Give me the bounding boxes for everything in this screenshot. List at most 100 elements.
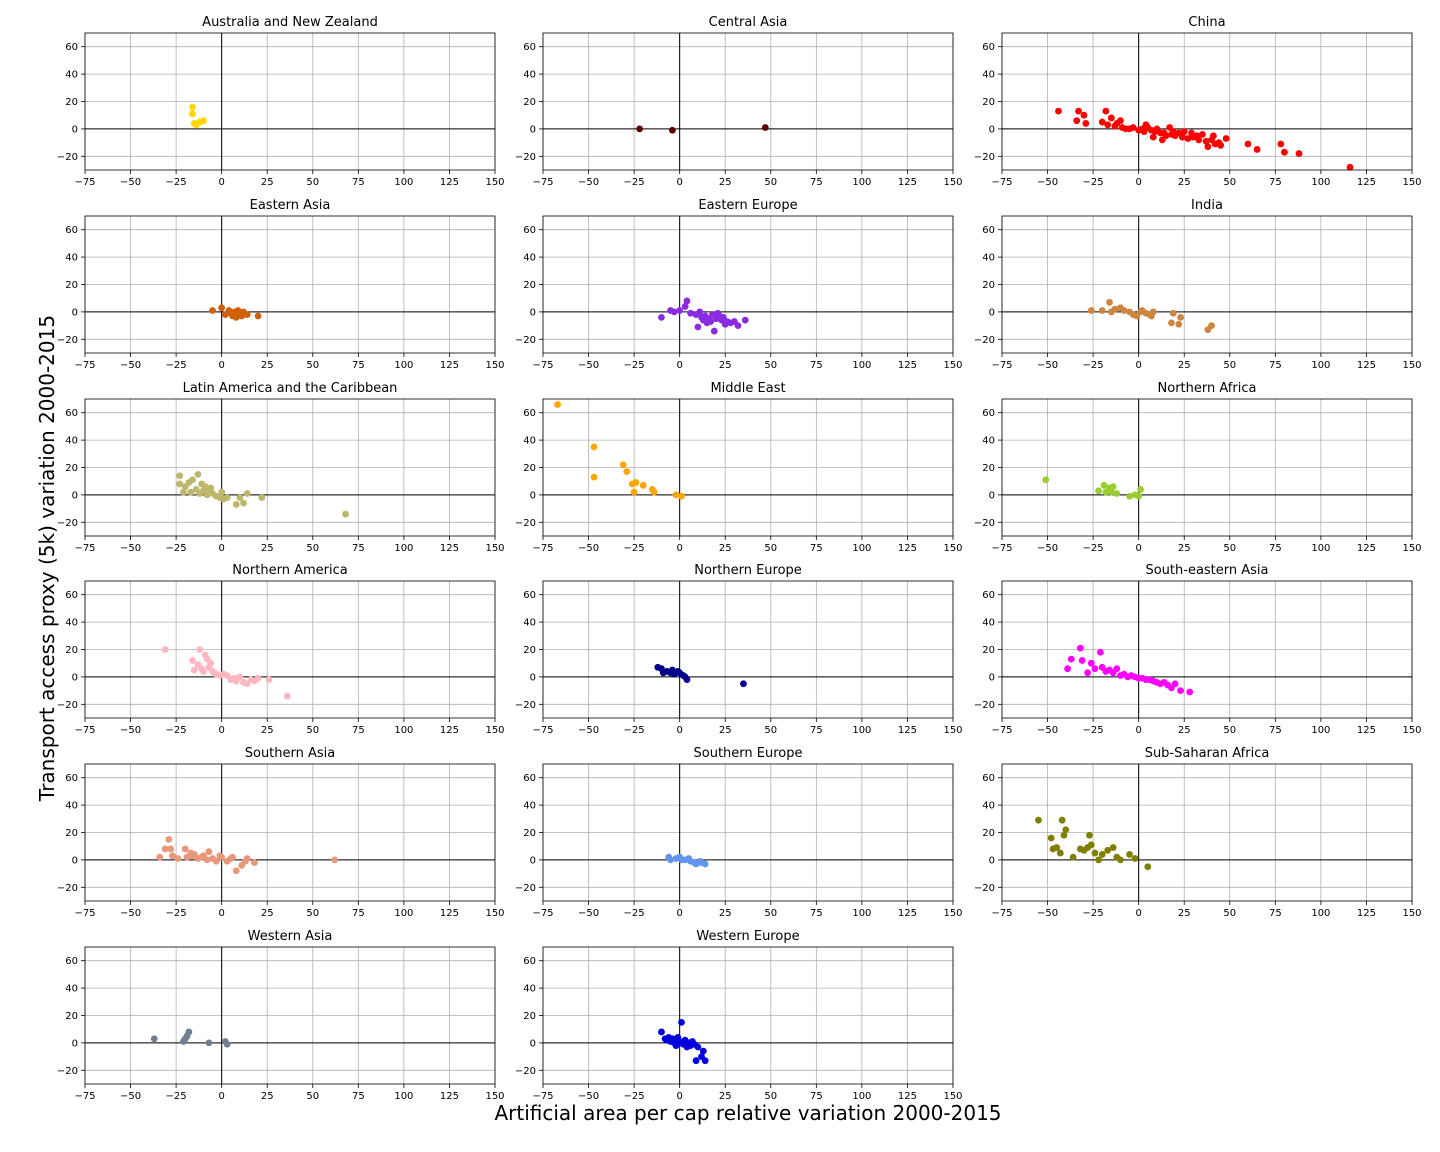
x-tick-label: 75 — [352, 1091, 365, 1102]
data-point — [1215, 139, 1223, 147]
x-tick-label: −50 — [1037, 360, 1058, 371]
data-point — [283, 692, 291, 700]
x-tick-label: −25 — [166, 908, 187, 919]
x-tick-label: 0 — [1135, 908, 1141, 919]
data-point — [734, 322, 742, 329]
x-tick-label: 0 — [676, 177, 682, 188]
data-point — [1076, 644, 1084, 652]
data-point — [189, 657, 196, 664]
y-tick-label: −20 — [515, 1066, 536, 1077]
x-tick-label: 100 — [852, 360, 871, 371]
x-tick-label: 25 — [1178, 908, 1191, 919]
x-tick-label: −50 — [120, 360, 141, 371]
x-tick-label: 125 — [898, 360, 917, 371]
data-point — [1107, 488, 1115, 496]
x-tick-label: 75 — [352, 360, 365, 371]
y-tick-label: 20 — [982, 645, 995, 656]
data-point — [236, 494, 244, 502]
panel-australia-and-new-zealand: −75 −50 −25 0 25 50 75 100 125 150 −20 0 20 40 60 Austr… — [57, 15, 505, 188]
x-tick-label: 0 — [218, 1091, 224, 1102]
data-point — [1169, 309, 1177, 317]
x-tick-label: 150 — [485, 908, 504, 919]
data-point — [1208, 322, 1215, 329]
y-tick-label: 20 — [523, 97, 536, 108]
x-tick-label: −75 — [74, 177, 95, 188]
y-tick-label: 0 — [530, 307, 536, 318]
y-tick-label: 60 — [65, 408, 78, 419]
x-tick-label: 25 — [261, 543, 274, 554]
data-point — [1078, 657, 1086, 664]
data-point — [1168, 319, 1175, 327]
y-tick-label: −20 — [515, 152, 536, 163]
x-tick-label: 0 — [218, 725, 224, 736]
data-point — [696, 308, 704, 316]
data-point — [636, 125, 643, 133]
x-tick-label: −75 — [532, 1091, 553, 1102]
panel-title: Australia and New Zealand — [202, 15, 378, 30]
data-point — [1087, 659, 1095, 667]
y-axis-title: Transport access proxy (5k) variation 20… — [35, 315, 59, 802]
x-tick-label: 25 — [261, 177, 274, 188]
y-tick-label: 40 — [982, 436, 995, 447]
data-point — [1126, 851, 1133, 858]
x-tick-label: −75 — [74, 725, 95, 736]
data-point — [658, 1028, 665, 1036]
data-point — [205, 848, 213, 856]
x-tick-label: 150 — [485, 1091, 504, 1102]
y-tick-label: 20 — [982, 97, 995, 108]
x-tick-label: −25 — [1083, 360, 1104, 371]
panel-title: Southern Europe — [694, 746, 803, 761]
panel-title: South-eastern Asia — [1145, 563, 1268, 578]
x-tick-label: −75 — [532, 908, 553, 919]
y-tick-label: 20 — [523, 1011, 536, 1022]
x-tick-label: −50 — [120, 177, 141, 188]
data-point — [194, 470, 202, 478]
data-point — [201, 483, 209, 491]
data-point — [1100, 481, 1108, 489]
x-tick-label: −75 — [74, 543, 95, 554]
data-point — [1095, 856, 1102, 864]
x-tick-label: 100 — [852, 1091, 871, 1102]
y-tick-label: −20 — [57, 335, 78, 346]
x-tick-label: 150 — [943, 360, 962, 371]
x-tick-label: 50 — [764, 908, 777, 919]
data-point — [1106, 298, 1113, 306]
data-point — [218, 304, 226, 312]
data-point — [668, 126, 676, 134]
x-tick-label: −75 — [991, 177, 1012, 188]
x-tick-label: 75 — [810, 908, 823, 919]
x-tick-label: 150 — [485, 725, 504, 736]
x-tick-label: 25 — [719, 543, 732, 554]
data-point — [1069, 853, 1077, 861]
x-tick-label: 150 — [485, 177, 504, 188]
data-point — [223, 494, 231, 502]
y-tick-label: 0 — [72, 672, 78, 683]
panel-title: Middle East — [710, 381, 785, 396]
x-tick-label: 0 — [218, 543, 224, 554]
data-point — [1179, 133, 1186, 141]
data-point — [707, 318, 715, 325]
x-tick-label: −25 — [166, 177, 187, 188]
y-tick-label: 40 — [65, 984, 78, 995]
y-tick-label: 20 — [65, 280, 78, 291]
y-tick-label: 20 — [65, 645, 78, 656]
x-tick-label: −50 — [578, 543, 599, 554]
x-tick-label: −75 — [74, 360, 95, 371]
y-tick-label: 0 — [530, 490, 536, 501]
data-point — [1080, 111, 1088, 119]
y-tick-label: 40 — [982, 618, 995, 629]
x-tick-label: −50 — [578, 360, 599, 371]
x-tick-label: −50 — [578, 908, 599, 919]
data-point — [1091, 849, 1099, 857]
data-point — [1113, 665, 1121, 673]
x-tick-label: 0 — [676, 543, 682, 554]
y-tick-label: 60 — [982, 42, 995, 53]
data-point — [658, 313, 665, 321]
data-point — [1140, 128, 1148, 136]
y-tick-label: 40 — [65, 253, 78, 264]
x-tick-label: 0 — [218, 360, 224, 371]
data-point — [156, 853, 164, 861]
x-tick-label: 75 — [352, 177, 365, 188]
data-point — [251, 859, 258, 867]
